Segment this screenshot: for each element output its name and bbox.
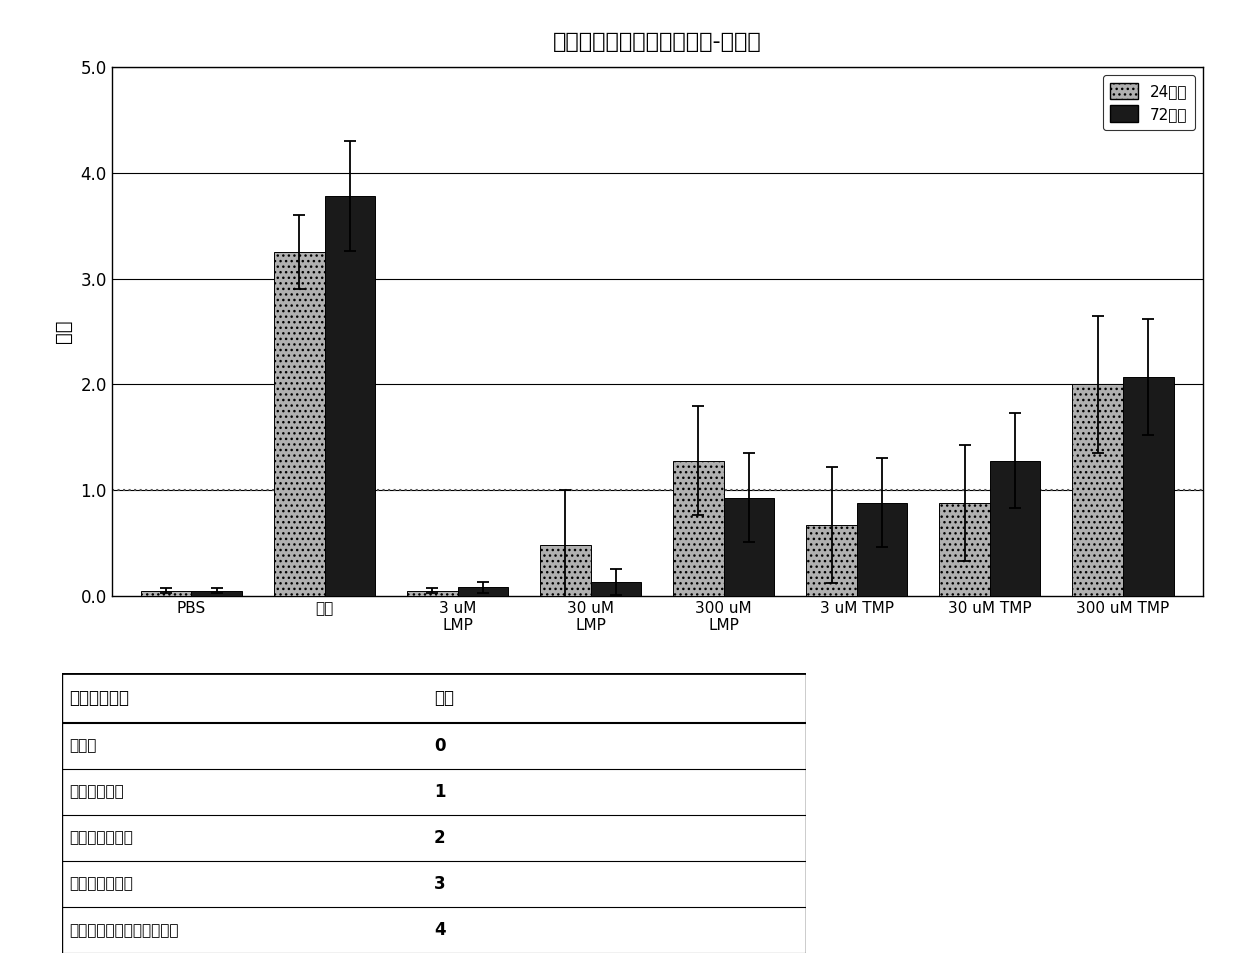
Text: 4: 4: [434, 922, 445, 939]
Bar: [1123, 377, 1173, 596]
Bar: [458, 587, 508, 596]
Bar: [541, 545, 590, 596]
Text: 皮肤红斑反应: 皮肤红斑反应: [69, 689, 129, 706]
Bar: [724, 498, 774, 596]
Bar: [673, 460, 724, 596]
Y-axis label: 红斑: 红斑: [55, 320, 73, 343]
Text: 中度至重度红斑: 中度至重度红斑: [69, 876, 134, 892]
Title: 唷啰衍生物的皮肤刺激实验-磨损区: 唷啰衍生物的皮肤刺激实验-磨损区: [553, 32, 761, 52]
Text: 3: 3: [434, 875, 445, 893]
Text: 1: 1: [434, 783, 445, 801]
Bar: [590, 582, 641, 596]
Text: 分数: 分数: [434, 689, 454, 706]
Bar: [407, 590, 458, 596]
Bar: [274, 252, 325, 596]
Bar: [990, 460, 1040, 596]
Bar: [325, 196, 374, 596]
Bar: [141, 590, 191, 596]
Text: 无红斑: 无红斑: [69, 738, 97, 753]
Legend: 24小时, 72小时: 24小时, 72小时: [1102, 75, 1195, 130]
Bar: [191, 590, 242, 596]
Text: 严重红斑到轻微的焦痂形成: 严重红斑到轻微的焦痂形成: [69, 923, 179, 938]
Bar: [806, 525, 857, 596]
Text: 很轻微的红斑: 很轻微的红斑: [69, 784, 124, 800]
Text: 轮廓分明的红斑: 轮廓分明的红斑: [69, 830, 134, 846]
Text: 0: 0: [434, 737, 445, 754]
Text: 2: 2: [434, 829, 445, 847]
Bar: [1073, 384, 1123, 596]
Bar: [940, 503, 990, 596]
Bar: [857, 503, 908, 596]
